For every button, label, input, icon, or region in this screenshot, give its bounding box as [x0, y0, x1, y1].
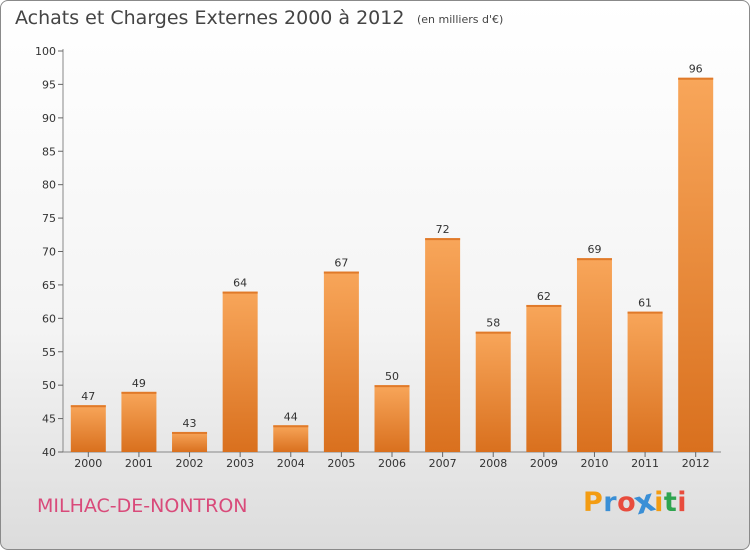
y-tick-label: 50	[42, 379, 56, 392]
data-label: 69	[587, 243, 601, 256]
bar-top-edge	[627, 311, 663, 314]
unit-note: (en milliers d'€)	[417, 13, 504, 26]
data-label: 67	[334, 257, 348, 270]
x-tick-label: 2010	[580, 457, 608, 470]
y-tick-label: 60	[42, 312, 56, 325]
chart-title: Achats et Charges Externes 2000 à 2012	[15, 7, 405, 29]
data-label: 58	[486, 317, 500, 330]
y-tick-label: 45	[42, 413, 56, 426]
x-tick-label: 2005	[327, 457, 355, 470]
logo-letter: i	[677, 487, 688, 518]
y-tick-label: 85	[42, 145, 56, 158]
x-tick-label: 2004	[277, 457, 305, 470]
x-tick-label: 2003	[226, 457, 254, 470]
logo-letter: i	[654, 487, 664, 518]
data-label: 96	[689, 63, 703, 76]
bar-top-edge	[222, 291, 258, 294]
x-tick-label: 2012	[682, 457, 710, 470]
commune-name: MILHAC-DE-NONTRON	[37, 495, 248, 517]
y-tick-label: 65	[42, 279, 56, 292]
x-tick-label: 2000	[74, 457, 102, 470]
bar-2010	[576, 258, 612, 452]
bar-top-edge	[425, 238, 461, 241]
bar-top-edge	[678, 77, 714, 80]
bar-2005	[323, 271, 359, 452]
bar-top-edge	[526, 304, 562, 307]
bar-top-edge	[70, 405, 106, 408]
bar-2002	[172, 431, 208, 452]
logo-letter: o	[617, 487, 637, 518]
bar-2007	[425, 238, 461, 452]
logo-letter: r	[603, 487, 618, 518]
x-tick-label: 2007	[429, 457, 457, 470]
data-label: 62	[537, 290, 551, 303]
y-tick-label: 70	[42, 246, 56, 259]
logo-letter: t	[663, 487, 678, 518]
bar-2008	[475, 331, 511, 452]
y-tick-label: 75	[42, 212, 56, 225]
x-tick-label: 2002	[176, 457, 204, 470]
bar-2000	[70, 405, 106, 452]
bar-2004	[273, 425, 309, 452]
y-tick-label: 95	[42, 78, 56, 91]
bar-top-edge	[273, 425, 309, 428]
y-tick-label: 80	[42, 179, 56, 192]
bar-2009	[526, 304, 562, 452]
bar-top-edge	[172, 431, 208, 434]
bar-2001	[121, 391, 157, 452]
x-tick-label: 2008	[479, 457, 507, 470]
data-label: 50	[385, 370, 399, 383]
data-label: 43	[183, 417, 197, 430]
bar-top-edge	[475, 331, 511, 334]
y-tick-label: 55	[42, 346, 56, 359]
bar-2011	[627, 311, 663, 452]
bar-top-edge	[374, 385, 410, 388]
data-label: 64	[233, 277, 247, 290]
proxiti-logo[interactable]: Proxiti	[583, 483, 688, 523]
x-tick-label: 2011	[631, 457, 659, 470]
data-label: 47	[81, 390, 95, 403]
bar-top-edge	[121, 391, 157, 394]
y-tick-label: 100	[35, 45, 56, 58]
bar-2006	[374, 385, 410, 452]
bar-top-edge	[576, 258, 612, 261]
data-label: 44	[284, 410, 298, 423]
data-label: 49	[132, 377, 146, 390]
bar-top-edge	[323, 271, 359, 274]
y-tick-label: 90	[42, 112, 56, 125]
x-tick-label: 2001	[125, 457, 153, 470]
data-label: 61	[638, 297, 652, 310]
bar-2003	[222, 291, 258, 452]
logo-letter: P	[583, 487, 604, 518]
data-label: 72	[436, 223, 450, 236]
y-tick-label: 40	[42, 446, 56, 459]
bar-2012	[678, 77, 714, 452]
x-tick-label: 2009	[530, 457, 558, 470]
x-tick-label: 2006	[378, 457, 406, 470]
